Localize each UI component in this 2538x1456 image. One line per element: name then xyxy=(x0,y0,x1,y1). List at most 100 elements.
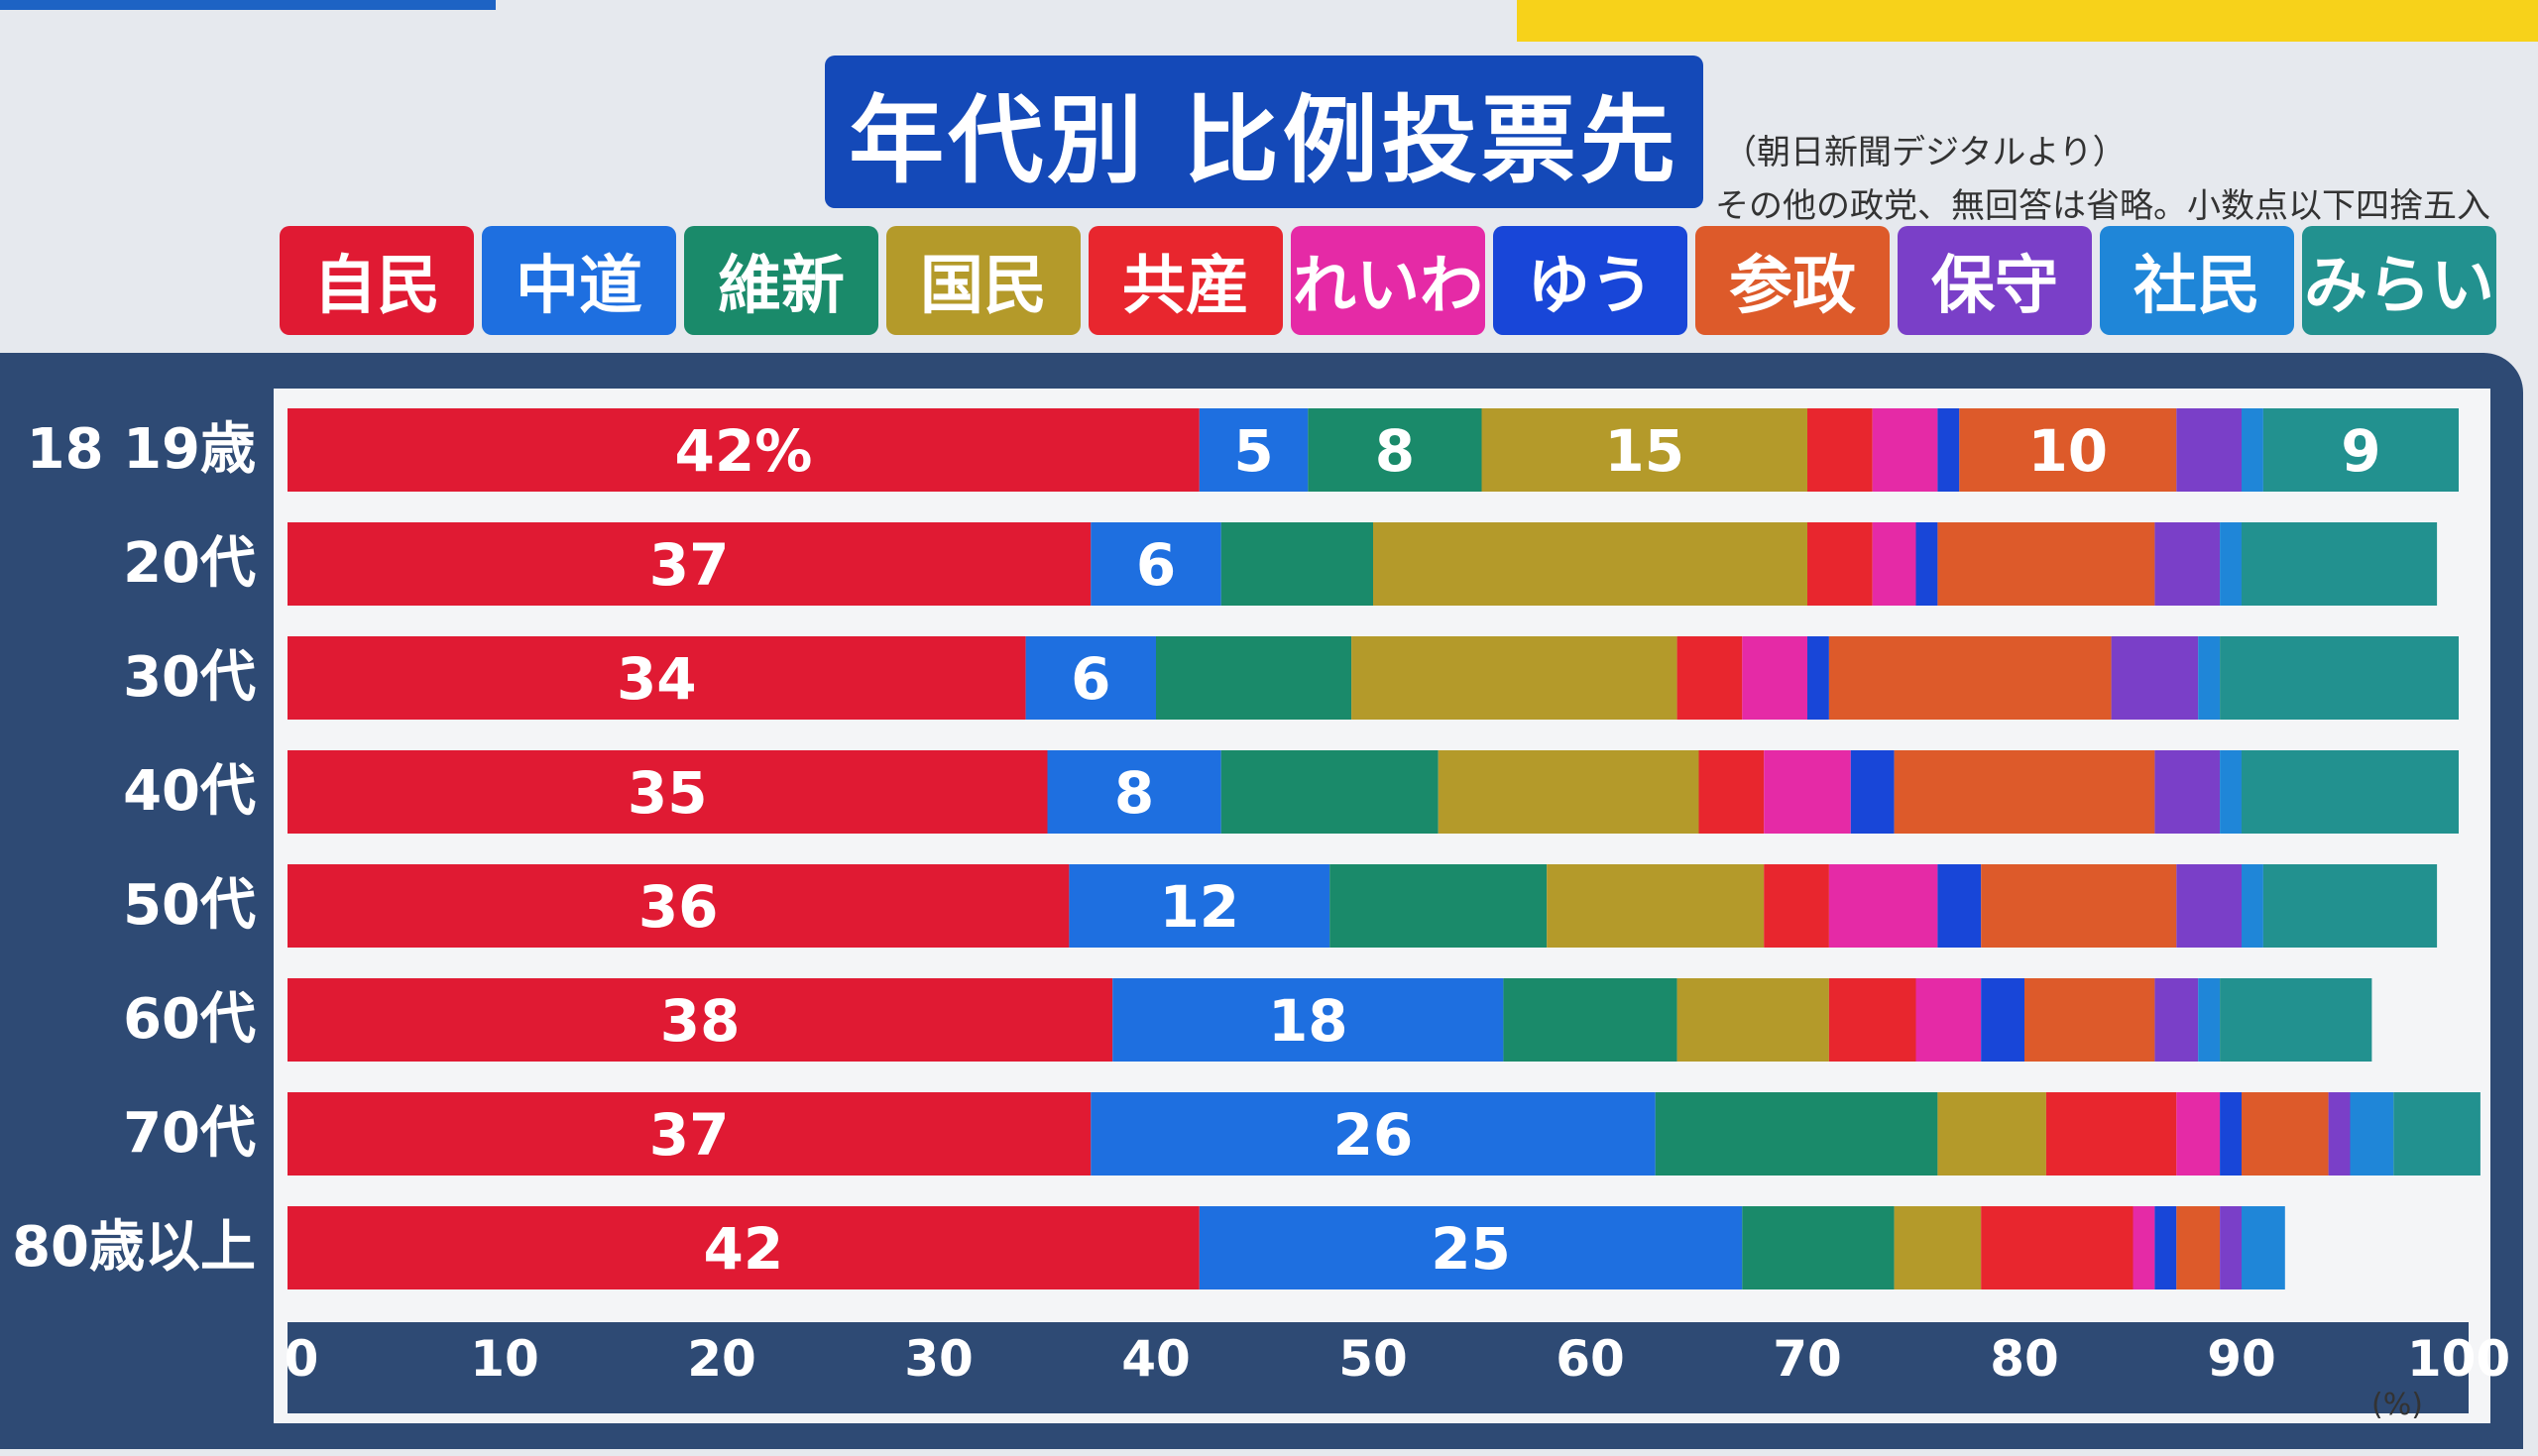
bar-segment xyxy=(2220,750,2242,834)
data-label: 5 xyxy=(1233,417,1273,485)
bar-segment xyxy=(1937,522,2155,606)
data-label: 25 xyxy=(1431,1215,1511,1283)
row-label: 50代 xyxy=(123,873,256,938)
legend-item-7: 参政 xyxy=(1695,226,1890,335)
x-tick-label: 60 xyxy=(1556,1330,1625,1388)
legend-item-1: 中道 xyxy=(482,226,676,335)
data-label: 6 xyxy=(1071,645,1110,713)
bar-segment xyxy=(1937,408,1960,492)
bar-segment xyxy=(2133,1206,2155,1289)
bar-segment xyxy=(1373,522,1807,606)
bar-segment xyxy=(1828,864,1938,948)
bar-segment xyxy=(1351,636,1677,720)
bar-segment xyxy=(1503,978,1677,1062)
bar-segment xyxy=(2045,1092,2177,1176)
data-label: 34 xyxy=(617,645,697,713)
bar-segment xyxy=(2328,1092,2351,1176)
bar-segment xyxy=(2176,864,2242,948)
bar-segment xyxy=(1807,408,1873,492)
x-tick-label: 70 xyxy=(1773,1330,1842,1388)
bar-segment xyxy=(2262,864,2438,948)
row-label: 80歳以上 xyxy=(12,1215,256,1280)
data-label: 8 xyxy=(1114,759,1154,827)
bar-segment xyxy=(1828,636,2112,720)
data-label: 6 xyxy=(1136,531,1176,599)
row-label: 30代 xyxy=(123,645,256,710)
bar-segment xyxy=(288,750,1048,834)
bar-segment xyxy=(1915,522,1938,606)
bar-segment xyxy=(2262,408,2459,492)
x-tick-label: 90 xyxy=(2207,1330,2276,1388)
row-label: 20代 xyxy=(123,531,256,596)
bar-segment xyxy=(2350,1092,2394,1176)
data-label: 12 xyxy=(1159,873,1239,941)
bar-segment xyxy=(2242,408,2263,492)
bar-segment xyxy=(1069,864,1330,948)
row-label: 60代 xyxy=(123,987,256,1052)
bar-segment xyxy=(2220,1206,2242,1289)
legend-item-3: 国民 xyxy=(886,226,1081,335)
legend-item-0: 自民 xyxy=(280,226,474,335)
bar-segment xyxy=(288,636,1026,720)
bar-segment xyxy=(1698,750,1765,834)
bar-segment xyxy=(1981,864,2177,948)
source-note: （朝日新聞デジタルより） xyxy=(1723,133,2127,172)
data-label: 9 xyxy=(2341,417,2380,485)
bar-segment xyxy=(2111,636,2199,720)
bar-segment xyxy=(1937,864,1982,948)
bar-segment xyxy=(1872,522,1916,606)
bar-segment xyxy=(2154,522,2221,606)
x-tick-label: 80 xyxy=(1990,1330,2059,1388)
legend-item-4: 共産 xyxy=(1089,226,1283,335)
bar-segment xyxy=(1220,750,1439,834)
chart-title-box: 年代別 比例投票先 xyxy=(825,56,1703,208)
bar-segment xyxy=(1915,978,1982,1062)
bar-segment xyxy=(1047,750,1221,834)
data-label: 37 xyxy=(649,1101,730,1169)
row-label: 70代 xyxy=(123,1101,256,1166)
bar-segment xyxy=(2242,864,2263,948)
bar-segment xyxy=(1329,864,1548,948)
bar-segment xyxy=(2176,1206,2221,1289)
x-tick-label: 0 xyxy=(285,1330,319,1388)
data-label: 10 xyxy=(2027,417,2108,485)
legend-item-10: みらい xyxy=(2302,226,2496,335)
bar-segment xyxy=(288,864,1070,948)
legend-item-5: れいわ xyxy=(1291,226,1485,335)
data-label: 42% xyxy=(674,417,812,485)
bar-segment xyxy=(1112,978,1504,1062)
bar-segment xyxy=(288,408,1200,492)
bar-segment xyxy=(1807,522,1873,606)
bar-segment xyxy=(1937,1092,2046,1176)
bar-segment xyxy=(2220,978,2372,1062)
data-label: 37 xyxy=(649,531,730,599)
bar-segment xyxy=(1764,864,1829,948)
bar-segment xyxy=(1828,978,1916,1062)
bar-segment xyxy=(1091,1092,1656,1176)
bar-segment xyxy=(2154,750,2221,834)
bar-segment xyxy=(1199,1206,1743,1289)
row-label: 18 19歳 xyxy=(27,417,256,482)
data-label: 35 xyxy=(628,759,708,827)
bar-segment xyxy=(1894,1206,1982,1289)
data-label: 38 xyxy=(660,987,741,1055)
x-axis-band xyxy=(288,1322,2469,1413)
bar-segment xyxy=(2220,522,2242,606)
bar-segment xyxy=(1220,522,1373,606)
bar-segment xyxy=(288,522,1092,606)
bar-segment xyxy=(288,1092,1092,1176)
bar-segment xyxy=(2220,636,2459,720)
legend-item-6: ゆう xyxy=(1493,226,1687,335)
data-label: 15 xyxy=(1604,417,1684,485)
bar-segment xyxy=(2024,978,2155,1062)
bar-segment xyxy=(2198,636,2221,720)
x-tick-label: 50 xyxy=(1338,1330,1408,1388)
bar-segment xyxy=(2176,1092,2221,1176)
legend-item-8: 保守 xyxy=(1898,226,2092,335)
bar-segment xyxy=(1156,636,1352,720)
bar-segment xyxy=(1850,750,1895,834)
bar-segment xyxy=(1764,750,1851,834)
bar-segment xyxy=(1959,408,2177,492)
chart-title: 年代別 比例投票先 xyxy=(849,84,1679,196)
bar-segment xyxy=(2242,750,2459,834)
